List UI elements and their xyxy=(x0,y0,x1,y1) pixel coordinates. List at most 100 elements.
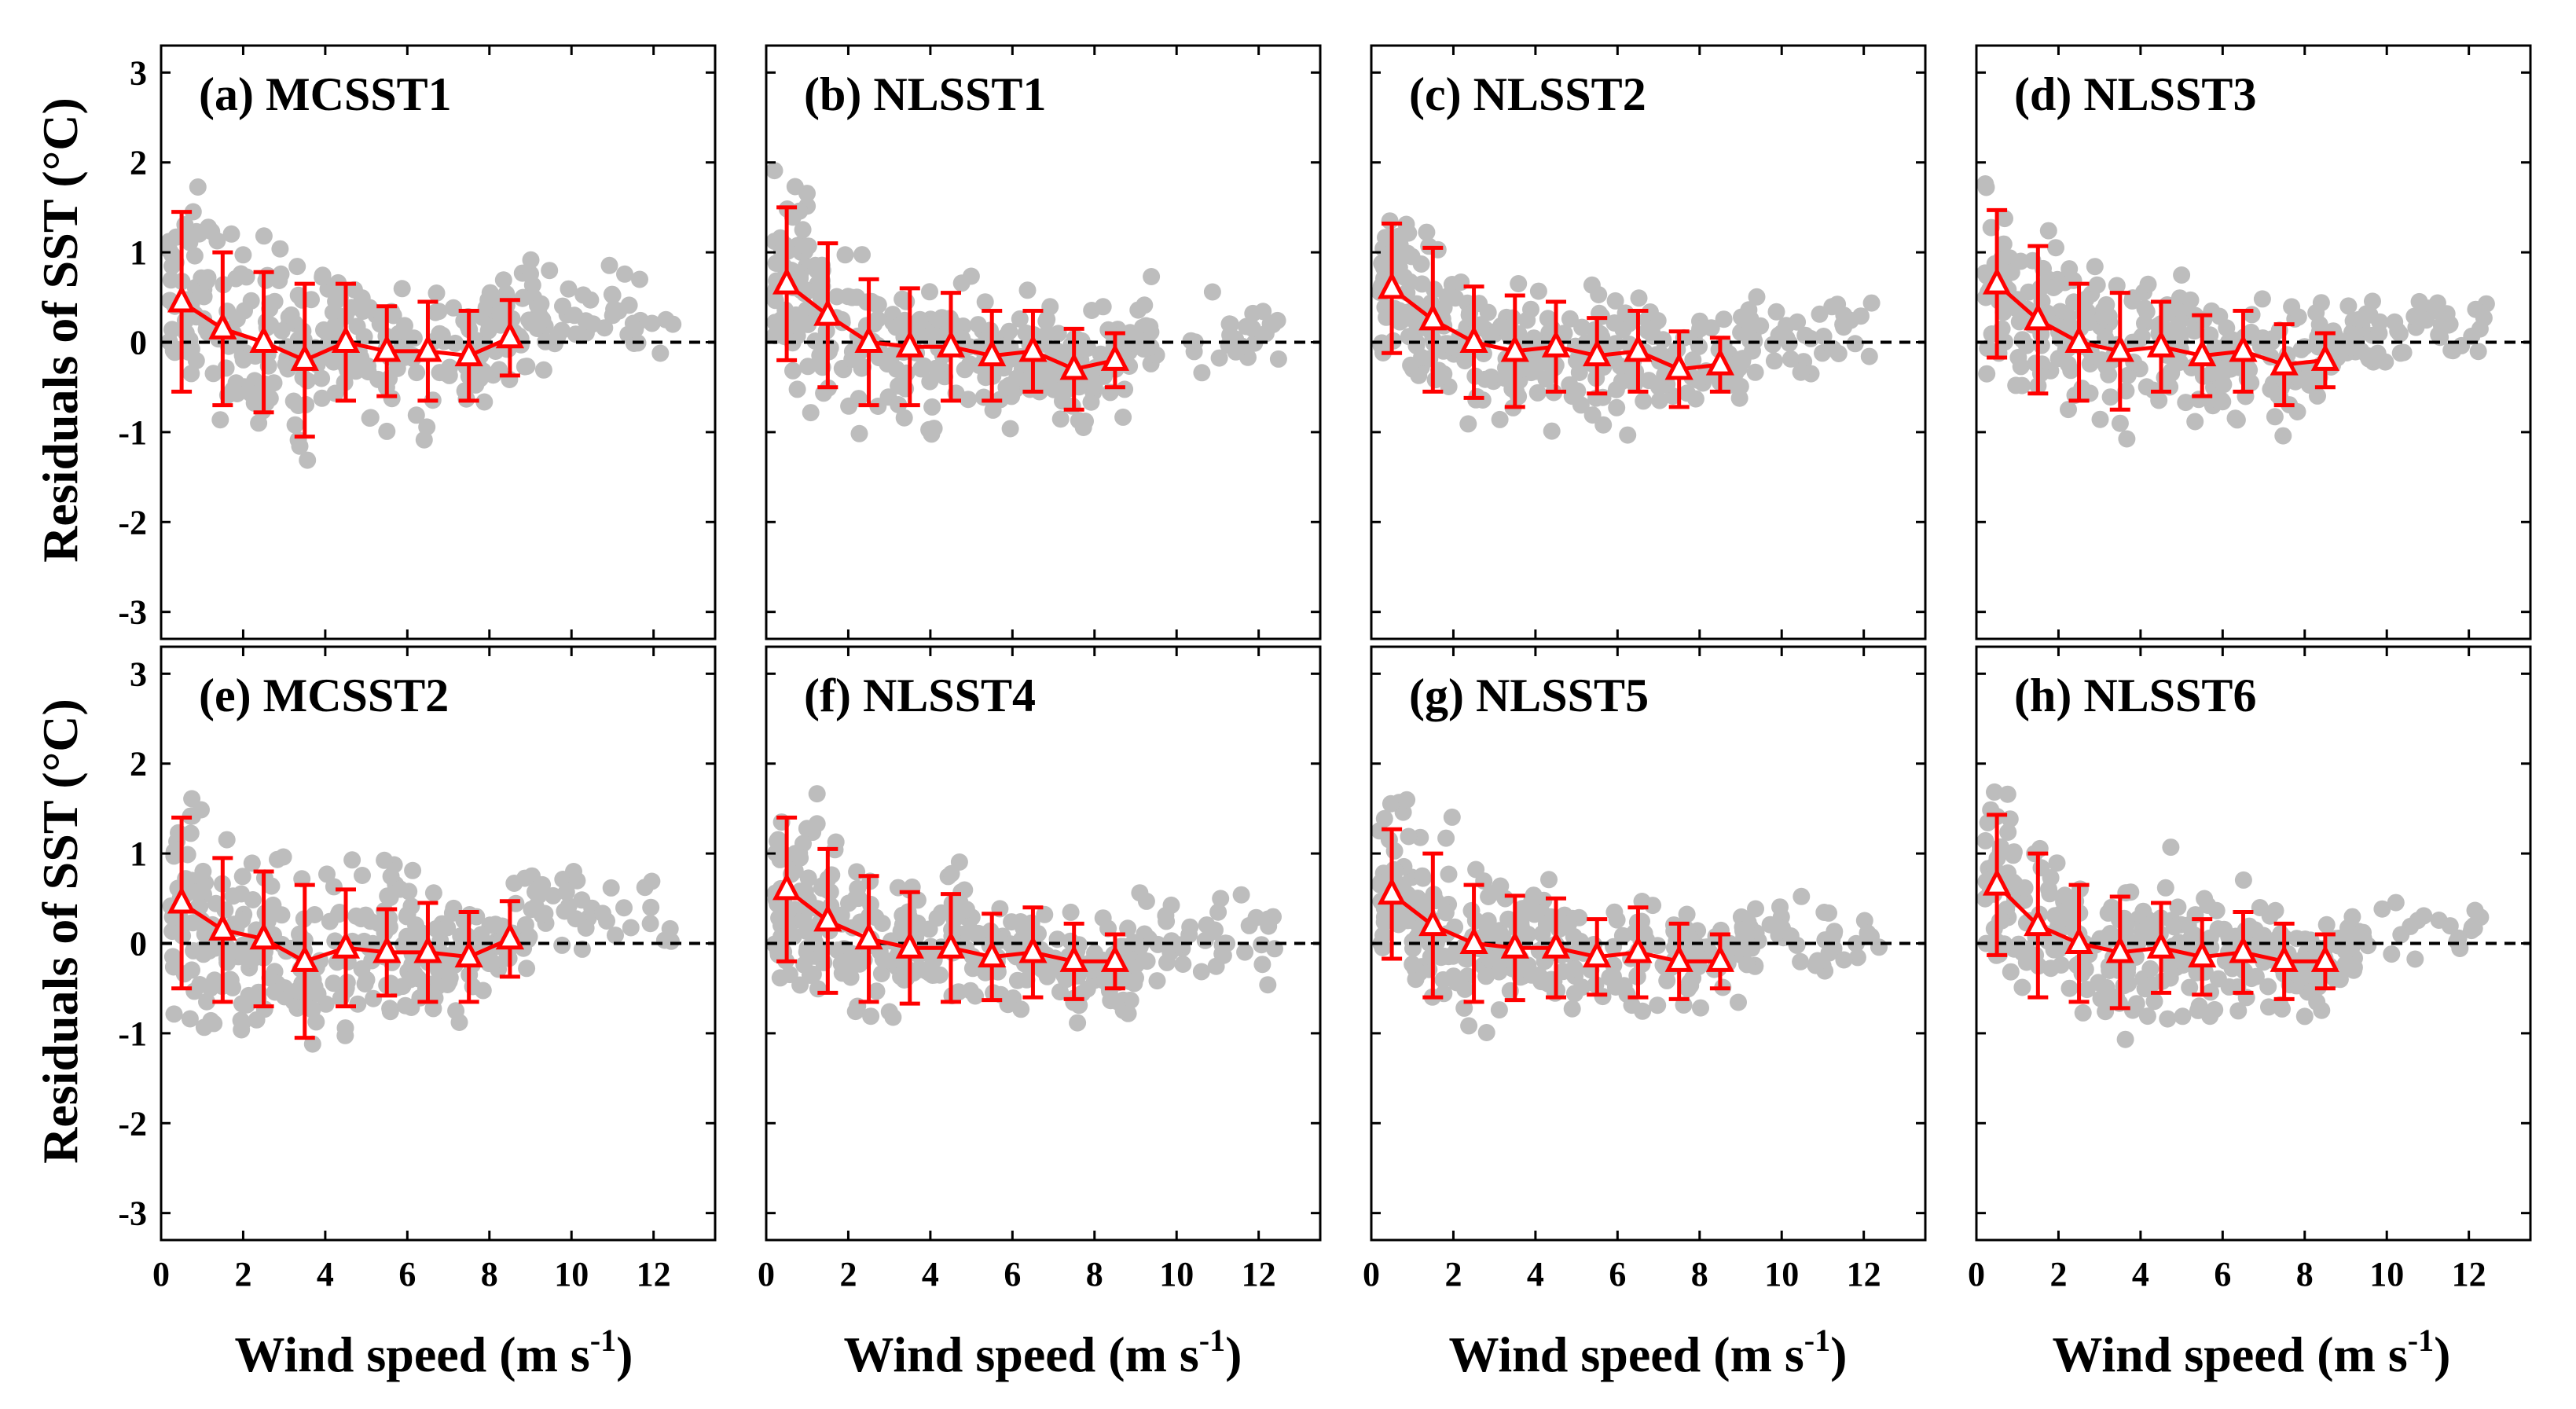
scatter-point xyxy=(2177,394,2195,412)
scatter-point xyxy=(2056,886,2074,904)
scatter-point xyxy=(163,321,181,339)
scatter-point xyxy=(439,365,457,383)
scatter-point xyxy=(1403,248,1421,266)
scatter-point xyxy=(615,899,633,917)
mean-marker xyxy=(208,912,237,941)
scatter-point xyxy=(827,288,846,306)
scatter-point xyxy=(577,312,595,330)
scatter-point xyxy=(1658,971,1676,989)
scatter-point xyxy=(883,346,901,364)
scatter-point xyxy=(2234,871,2252,889)
scatter-point xyxy=(1077,413,1094,430)
scatter-point xyxy=(1414,869,1432,887)
panel-title: (c) NLSST2 xyxy=(1409,68,1646,120)
scatter-point xyxy=(2417,311,2435,329)
scatter-point xyxy=(2329,937,2347,955)
scatter-point xyxy=(1613,926,1631,945)
scatter-point xyxy=(427,920,445,937)
scatter-point xyxy=(398,908,416,926)
scatter-point xyxy=(641,915,659,933)
x-tick-label: 2 xyxy=(1444,1255,1462,1293)
scatter-point xyxy=(1143,268,1161,285)
scatter-point xyxy=(2092,989,2110,1007)
scatter-point xyxy=(853,359,871,377)
scatter-point xyxy=(2118,915,2136,934)
scatter-point xyxy=(1744,342,1761,360)
mean-marker xyxy=(1664,352,1693,380)
scatter-point xyxy=(967,987,984,1005)
scatter-point xyxy=(832,955,850,973)
scatter-point xyxy=(600,256,618,274)
x-axis-title-3: Wind speed (m s-1) xyxy=(1449,1323,1848,1382)
scatter-point xyxy=(769,945,787,963)
scatter-point xyxy=(242,292,260,310)
scatter-point xyxy=(956,881,974,899)
scatter-point xyxy=(2169,898,2187,916)
scatter-point xyxy=(353,960,371,978)
mean-marker xyxy=(936,329,966,358)
scatter-point xyxy=(1493,927,1511,945)
scatter-point xyxy=(952,274,971,292)
scatter-point xyxy=(2165,918,2183,936)
scatter-point xyxy=(873,915,891,932)
y-tick-label: 2 xyxy=(130,144,147,182)
scatter-point xyxy=(801,967,819,984)
scatter-point xyxy=(306,906,324,923)
scatter-point xyxy=(534,875,552,893)
scatter-point xyxy=(2394,343,2413,361)
scatter-point xyxy=(794,912,813,930)
x-tick-label: 4 xyxy=(922,1255,939,1293)
scatter-point xyxy=(622,919,640,937)
scatter-point xyxy=(1381,212,1399,230)
scatter-point xyxy=(218,831,236,849)
scatter-point xyxy=(1651,391,1668,409)
scatter-point xyxy=(1062,932,1080,950)
scatter-point xyxy=(1116,380,1134,398)
scatter-point xyxy=(1148,972,1166,990)
x-tick-label: 10 xyxy=(1159,1255,1194,1293)
mean-marker xyxy=(413,334,442,362)
scatter-point xyxy=(921,372,939,391)
scatter-point xyxy=(1174,956,1192,973)
scatter-point xyxy=(1131,884,1149,902)
scatter-point xyxy=(1847,934,1865,952)
scatter-point xyxy=(2283,298,2301,316)
mean-marker xyxy=(2188,339,2217,367)
scatter-point xyxy=(799,237,817,255)
scatter-point xyxy=(643,872,661,890)
scatter-point xyxy=(1400,827,1418,846)
scatter-point xyxy=(1269,350,1287,368)
scatter-point xyxy=(1008,971,1026,989)
scatter-point xyxy=(1475,872,1493,890)
scatter-point xyxy=(255,227,273,245)
scatter-point xyxy=(1121,973,1139,990)
scatter-point xyxy=(216,901,234,919)
mean-marker xyxy=(2105,935,2134,963)
scatter-point xyxy=(1782,350,1800,368)
scatter-point xyxy=(2370,325,2388,343)
scatter-point xyxy=(1181,918,1199,936)
scatter-point xyxy=(604,286,622,304)
scatter-point xyxy=(1119,1004,1137,1022)
scatter-point xyxy=(766,314,784,332)
scatter-point xyxy=(1607,380,1625,398)
mean-marker xyxy=(813,904,842,932)
scatter-point xyxy=(303,291,320,309)
scatter-point xyxy=(2189,1001,2207,1019)
mean-marker xyxy=(1500,930,1529,959)
scatter-point xyxy=(643,314,661,332)
scatter-point xyxy=(343,851,361,869)
x-tick-label: 8 xyxy=(2296,1255,2314,1293)
scatter-point xyxy=(445,299,462,317)
scatter-point xyxy=(862,1007,880,1026)
x-tick-label: 2 xyxy=(2049,1255,2067,1293)
scatter-point xyxy=(1443,808,1461,826)
scatter-point xyxy=(1678,905,1696,923)
scatter-point xyxy=(1692,999,1709,1017)
scatter-point xyxy=(1082,393,1100,411)
scatter-point xyxy=(1583,406,1602,424)
scatter-point xyxy=(2118,430,2136,448)
scatter-point xyxy=(897,292,916,310)
scatter-point xyxy=(812,288,830,306)
